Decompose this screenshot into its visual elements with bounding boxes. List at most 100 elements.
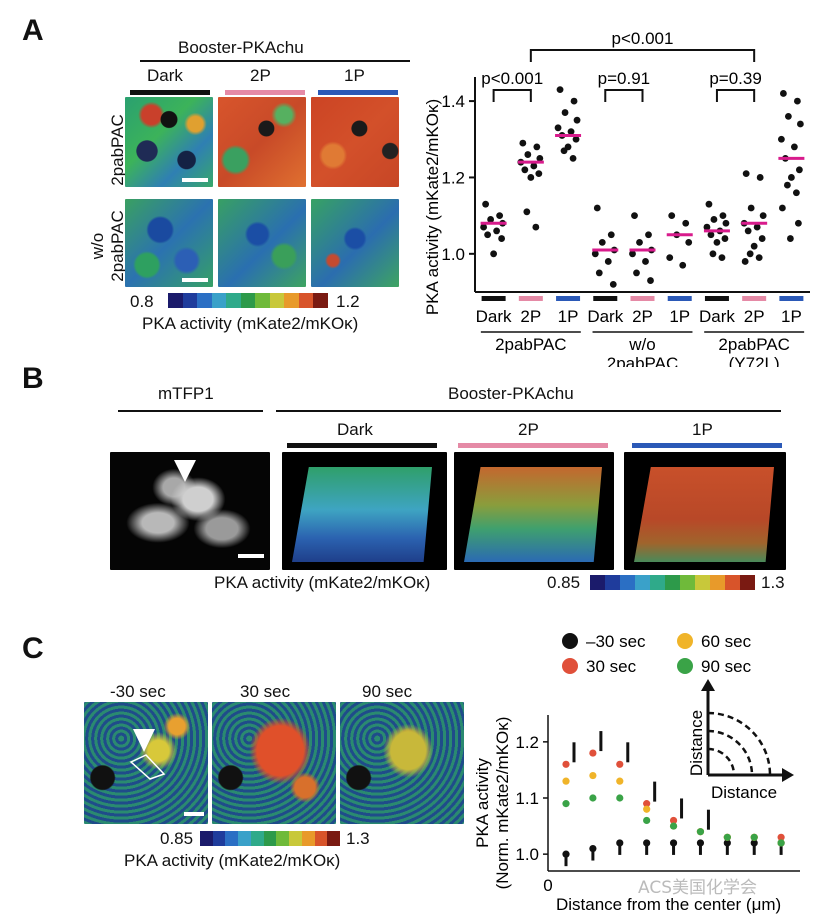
data-point (498, 235, 506, 242)
panel-a-label: A (22, 14, 44, 47)
inset-arc (707, 747, 736, 776)
x-tick-label: 2P (744, 307, 765, 326)
data-point (759, 212, 767, 220)
p-value-label: p=0.91 (598, 69, 650, 88)
x-tick-label: Dark (587, 307, 623, 326)
significance-bracket (715, 89, 756, 102)
cond-1p-label: 1P (344, 66, 365, 85)
data-point (604, 258, 612, 265)
data-point (530, 162, 538, 170)
data-point (741, 258, 749, 265)
b-cond-1p: 1P (692, 420, 713, 439)
watermark: ACS美国化学会 (638, 878, 757, 898)
data-point (777, 135, 785, 143)
data-point (532, 223, 540, 231)
data-point (747, 204, 755, 212)
inset-label: Distance (687, 710, 706, 776)
header-rule (140, 60, 410, 62)
scale-bar (238, 554, 264, 558)
c-img-30 (212, 702, 336, 824)
data-point (778, 204, 786, 212)
data-point (562, 850, 570, 858)
data-point (750, 839, 758, 847)
data-point (669, 816, 678, 825)
legend-label: 90 sec (701, 657, 752, 676)
data-point (705, 200, 713, 208)
y-axis-label: PKA activity (mKate2/mKOκ) (423, 99, 442, 315)
data-point (562, 760, 570, 768)
category-bar (556, 296, 581, 301)
p-value-label: p<0.001 (612, 29, 674, 48)
data-point (562, 800, 570, 808)
b-img-1p (624, 452, 786, 570)
data-point (533, 143, 541, 151)
legend-marker (677, 633, 693, 649)
data-point (616, 777, 624, 785)
data-point (631, 212, 638, 220)
legend-marker (562, 633, 578, 649)
legend-marker (677, 658, 693, 674)
data-point (750, 242, 758, 250)
data-point (795, 166, 803, 174)
data-point (796, 120, 804, 128)
data-point (633, 269, 640, 277)
b-header: Booster-PKAchu (448, 384, 574, 403)
significance-bracket (604, 89, 644, 102)
data-point (490, 250, 498, 258)
panel-c-label: C (22, 632, 44, 665)
y-tick-label: 1.0 (441, 245, 465, 264)
group-label: (Y72L) (729, 354, 780, 367)
data-point (794, 219, 802, 227)
data-point (668, 212, 676, 220)
p-value-label: p<0.001 (481, 69, 543, 88)
arrowhead-icon (133, 729, 155, 752)
data-point (493, 227, 501, 235)
data-point (643, 805, 651, 813)
data-point (742, 170, 750, 178)
data-point (746, 250, 754, 258)
data-point (707, 231, 715, 239)
a-cbar-max: 1.2 (336, 292, 360, 311)
data-point (521, 166, 529, 174)
data-point (567, 128, 575, 136)
data-point (616, 794, 624, 802)
group-label: 2pabPAC (718, 335, 790, 354)
data-point (779, 90, 787, 97)
data-point (523, 208, 531, 216)
bar-dark (130, 90, 210, 95)
data-point (616, 760, 624, 768)
data-point (679, 261, 687, 269)
data-point (719, 212, 727, 220)
data-point (755, 254, 763, 262)
data-point (589, 771, 597, 780)
data-point (527, 174, 535, 181)
y-axis-label: (Norm. mKate2/mKOκ) (493, 717, 512, 890)
data-point (535, 170, 543, 178)
c-img-90 (340, 702, 464, 824)
x-tick-label: 2P (520, 307, 541, 326)
data-point (777, 839, 785, 847)
a-img-1p-row1 (311, 97, 399, 187)
cond-dark-label: Dark (147, 66, 183, 85)
x-tick-label: 2P (632, 307, 653, 326)
c-colorbar (200, 831, 341, 846)
data-point (790, 143, 798, 151)
data-point (595, 269, 603, 277)
data-point (786, 235, 794, 242)
arrow-up-icon (701, 679, 715, 691)
significance-bracket (529, 49, 756, 62)
data-point (643, 800, 651, 808)
category-bar (742, 296, 767, 301)
data-point (609, 280, 617, 288)
data-point (562, 777, 570, 785)
data-point (570, 97, 578, 105)
legend-marker (562, 658, 578, 674)
inset-arc (707, 729, 754, 776)
significance-bracket (492, 89, 532, 102)
category-bar (481, 296, 506, 301)
a-colorbar (168, 293, 329, 308)
y-tick-label: 1.1 (515, 789, 539, 808)
data-point (598, 238, 606, 246)
